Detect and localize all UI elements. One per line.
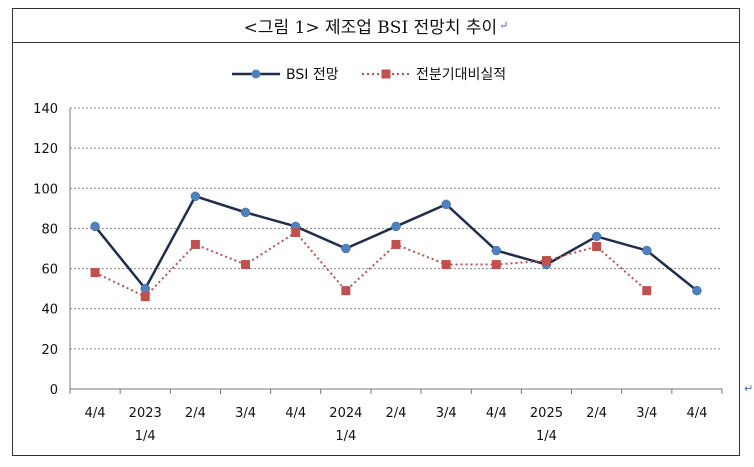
y-tick-label: 20 (41, 343, 58, 358)
x-tick-label: 3/4 (636, 406, 657, 421)
series-1-point (491, 245, 502, 256)
x-tick-label-sub: 1/4 (335, 429, 356, 444)
series-2-point (291, 227, 301, 237)
x-tick-label: 2023 (129, 406, 162, 421)
series-2-point (642, 286, 652, 296)
legend-label-2: 전분기대비실적 (416, 67, 506, 83)
legend-marker-1 (251, 69, 261, 79)
chart-title-box: <그림 1> 제조업 BSI 전망치 추이 ↵ (12, 8, 740, 43)
x-tick-label: 2/4 (586, 406, 607, 421)
x-tick-label: 2024 (329, 406, 362, 421)
series-2-point (241, 260, 251, 270)
legend-marker-2 (381, 69, 391, 79)
series-1-point (341, 243, 351, 254)
x-tick-label: 4/4 (285, 406, 306, 421)
y-tick-label: 80 (41, 222, 58, 237)
y-tick-label: 100 (33, 182, 58, 197)
x-tick-label: 2025 (530, 406, 563, 421)
series-1-point (642, 245, 652, 256)
x-tick-label: 4/4 (486, 406, 507, 421)
series-1-point (692, 285, 702, 296)
y-tick-label: 120 (33, 142, 58, 157)
chart-frame (12, 8, 740, 456)
x-tick-label: 2/4 (386, 406, 407, 421)
series-2-point (592, 241, 602, 251)
series-1-point (90, 221, 100, 232)
series-line-2 (94, 231, 648, 298)
series-2-point (140, 292, 150, 302)
series-2-point (341, 286, 351, 296)
x-tick-label-sub: 1/4 (536, 429, 557, 444)
series-1-point (391, 221, 401, 232)
series-2-point (190, 239, 200, 249)
y-tick-label: 0 (50, 383, 58, 398)
x-tick-label: 3/4 (235, 406, 256, 421)
series-1-point (140, 283, 150, 294)
series-2-point (391, 239, 401, 249)
y-tick-label: 40 (41, 303, 58, 318)
series-2-point (541, 256, 551, 266)
x-tick-label: 4/4 (85, 406, 106, 421)
chart-title: <그림 1> 제조업 BSI 전망치 추이 (243, 17, 498, 38)
series-1-point (591, 231, 602, 242)
x-tick-label: 4/4 (686, 406, 707, 421)
x-tick-label: 2/4 (185, 406, 206, 421)
y-tick-label: 140 (33, 102, 58, 117)
series-1-point (240, 207, 251, 218)
series-1-point (441, 199, 451, 210)
x-tick-label: 3/4 (436, 406, 457, 421)
side-mark-icon: ↵ (744, 382, 754, 395)
return-mark-icon: ↵ (499, 18, 509, 32)
series-2-point (441, 260, 451, 270)
series-2-point (491, 260, 501, 270)
series-2-point (90, 268, 100, 278)
y-tick-label: 60 (41, 263, 58, 278)
x-tick-label-sub: 1/4 (135, 429, 156, 444)
legend-label-1: BSI 전망 (286, 67, 339, 83)
series-1-point (190, 191, 201, 202)
